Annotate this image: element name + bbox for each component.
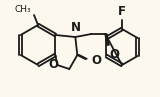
Text: N: N	[71, 21, 81, 34]
Text: CH₃: CH₃	[14, 5, 31, 14]
Text: F: F	[118, 5, 126, 18]
Text: O: O	[109, 48, 119, 61]
Text: O: O	[91, 54, 101, 67]
Text: O: O	[48, 58, 58, 71]
